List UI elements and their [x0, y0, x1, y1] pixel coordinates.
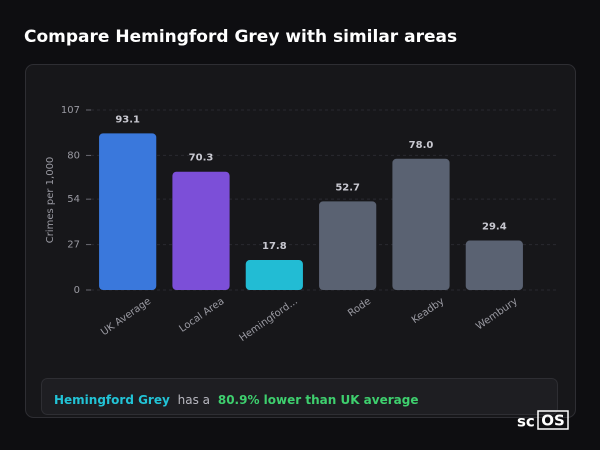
page-title: Compare Hemingford Grey with similar are… — [24, 27, 457, 47]
summary-highlight: 80.9% lower than UK average — [218, 393, 419, 407]
summary-middle: has a — [178, 393, 210, 407]
bar — [319, 201, 377, 290]
logo-boxed: OS — [541, 412, 565, 430]
value-label: 29.4 — [482, 222, 507, 233]
value-label: 17.8 — [262, 241, 287, 252]
logo-box — [537, 410, 569, 430]
value-label: 93.1 — [115, 114, 140, 125]
bar — [465, 240, 523, 290]
value-label: 78.0 — [409, 140, 434, 151]
y-axis-label: Crimes per 1,000 — [45, 157, 56, 244]
value-label: 70.3 — [189, 153, 214, 164]
summary-text: Hemingford Grey has a 80.9% lower than U… — [54, 393, 418, 407]
y-tick-label: 80 — [67, 150, 80, 161]
logo-prefix: sc — [517, 413, 535, 431]
value-label: 52.7 — [335, 182, 360, 193]
chart-card — [25, 64, 576, 418]
bar — [172, 171, 230, 290]
y-tick-label: 0 — [74, 285, 80, 296]
bar — [99, 133, 157, 290]
y-tick-label: 27 — [67, 240, 80, 251]
summary-area: Hemingford Grey — [54, 393, 170, 407]
y-tick-label: 54 — [67, 194, 80, 205]
summary-box — [41, 378, 558, 415]
bar — [245, 260, 303, 290]
bar — [392, 158, 450, 290]
y-tick-label: 107 — [61, 105, 80, 116]
